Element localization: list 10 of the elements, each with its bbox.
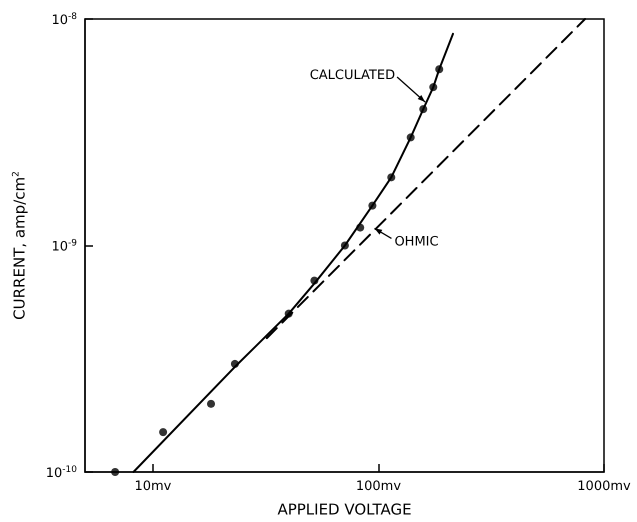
y-tick-label: 10$^{-8}$: [51, 12, 78, 28]
x-tick-label: 100mv: [356, 479, 402, 494]
y-axis-title: CURRENT, amp/cm2: [10, 171, 28, 320]
annotation: CALCULATED: [310, 68, 396, 84]
x-tick-label: 1000mv: [577, 479, 632, 494]
annotation: OHMIC: [394, 234, 439, 250]
x-axis-title: APPLIED VOLTAGE: [277, 500, 412, 518]
y-tick-label: 10$^{-10}$: [46, 465, 78, 481]
y-tick-label: 10$^{-9}$: [51, 238, 78, 254]
x-tick-label: 10mv: [134, 479, 172, 494]
